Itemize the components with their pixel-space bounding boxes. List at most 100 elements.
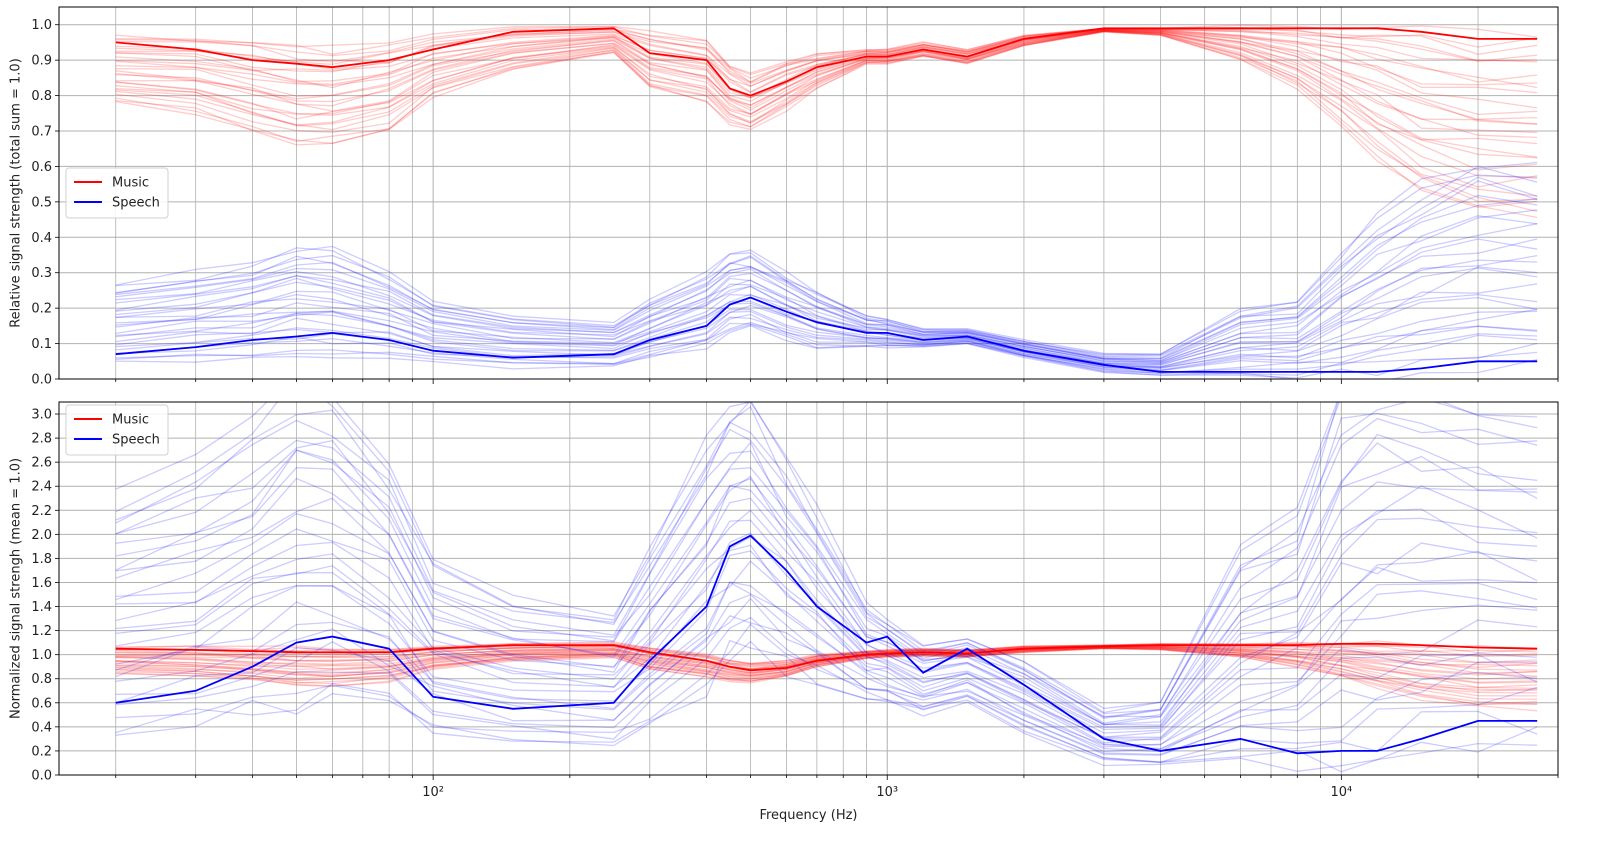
music-envelope-line: [115, 30, 1538, 188]
bottom-x-axis-label: Frequency (Hz): [759, 808, 857, 823]
y-tick-label: 2.8: [31, 432, 52, 447]
music-envelope-line: [115, 29, 1538, 120]
legend-box: [65, 167, 169, 219]
speech-envelope-line: [115, 532, 1538, 741]
speech-envelope-line: [115, 593, 1538, 753]
speech-envelope-line: [115, 484, 1538, 728]
music-legend-label: Music: [112, 413, 149, 428]
speech-legend-label: Speech: [112, 433, 160, 448]
speech-envelope-line: [115, 174, 1538, 355]
speech-envelope-line: [115, 238, 1538, 363]
speech-envelope-line: [115, 267, 1538, 366]
music-envelope-line: [115, 29, 1538, 139]
speech-envelope-line: [115, 417, 1538, 718]
y-tick-label: 0.5: [31, 195, 52, 210]
y-tick-label: 0.2: [31, 302, 52, 317]
speech-envelope-line: [115, 223, 1538, 363]
top-grid: [59, 7, 1559, 380]
speech-envelope-line: [115, 412, 1538, 719]
music-envelope-line: [115, 647, 1538, 692]
music-envelope-line: [115, 647, 1538, 700]
music-envelope-line: [115, 28, 1538, 83]
speech-legend-label: Speech: [112, 196, 160, 211]
y-tick-label: 0.6: [31, 160, 52, 175]
music-envelope-line: [115, 31, 1538, 209]
music-envelope-line: [115, 640, 1538, 664]
speech-envelope-line: [115, 161, 1538, 356]
music-envelope-line: [115, 29, 1538, 116]
y-tick-label: 1.0: [31, 648, 52, 663]
speech-envelope-line: [115, 581, 1538, 753]
music-envelope-line: [115, 647, 1538, 706]
music-envelope-line: [115, 647, 1538, 706]
speech-envelope-line: [115, 313, 1538, 374]
y-tick-label: 0.6: [31, 696, 52, 711]
music-envelope-line: [115, 647, 1538, 697]
speech-envelope-line: [115, 402, 1538, 715]
y-tick-label: 0.3: [31, 266, 52, 281]
y-tick-label: 0.4: [31, 720, 52, 735]
music-envelope-line: [115, 30, 1538, 203]
y-tick-label: 1.0: [31, 18, 52, 33]
speech-envelope-line: [115, 215, 1538, 362]
speech-envelope-line: [115, 442, 1538, 726]
bottom-ticks: 10² 10³ 10⁴ 0.0 0.2 0.4 0.6 0.8 1.0 1.2 1.4 1.6 1.8 2…: [31, 408, 1559, 800]
y-tick-label: 2.0: [31, 528, 52, 543]
music-envelope-line: [115, 30, 1538, 159]
x-tick-label: 10⁴: [1330, 785, 1352, 800]
speech-envelope-line: [115, 509, 1538, 734]
speech-envelope-line: [115, 402, 1538, 718]
speech-envelope-line: [115, 544, 1538, 744]
music-envelope-line: [115, 28, 1538, 93]
music-envelope-line: [115, 28, 1538, 87]
music-envelope-line: [115, 30, 1538, 178]
y-tick-label: 0.7: [31, 125, 52, 140]
speech-envelope-line: [115, 325, 1538, 379]
top-series-lines: [115, 27, 1538, 373]
bottom-chart-panel: 10² 10³ 10⁴ 0.0 0.2 0.4 0.6 0.8 1.0 1.2 1.4 1.6 1.8 2…: [9, 401, 1559, 823]
music-envelope-line: [115, 27, 1538, 79]
speech-envelope-line: [115, 615, 1538, 756]
music-mean-line: [115, 642, 1538, 672]
music-envelope-line: [115, 646, 1538, 689]
y-tick-label: 0.0: [31, 769, 52, 784]
bottom-series-bands: [115, 402, 1538, 773]
music-envelope-line: [115, 30, 1538, 213]
music-envelope-line: [115, 644, 1538, 670]
music-envelope-line: [115, 28, 1538, 83]
bottom-y-axis-label: Normalized signal strengh (mean = 1.0): [9, 458, 24, 719]
speech-mean-line: [115, 296, 1538, 373]
speech-envelope-line: [115, 616, 1538, 763]
music-envelope-line: [115, 647, 1538, 692]
bottom-series-lines: [115, 534, 1538, 755]
music-envelope-line: [115, 644, 1538, 667]
bottom-plot-frame: [58, 401, 1559, 776]
music-envelope-line: [115, 30, 1538, 171]
y-tick-label: 0.9: [31, 54, 52, 69]
music-envelope-line: [115, 644, 1538, 670]
music-envelope-line: [115, 31, 1538, 219]
speech-envelope-line: [115, 623, 1538, 763]
y-tick-label: 0.2: [31, 744, 52, 759]
speech-envelope-line: [115, 640, 1538, 772]
speech-envelope-line: [115, 194, 1538, 360]
music-envelope-line: [115, 28, 1538, 94]
music-envelope-line: [115, 647, 1538, 694]
music-envelope-line: [115, 646, 1538, 689]
y-tick-label: 2.6: [31, 456, 52, 471]
y-tick-label: 1.6: [31, 576, 52, 591]
speech-mean-line: [115, 534, 1538, 755]
music-envelope-line: [115, 30, 1538, 197]
y-tick-label: 1.8: [31, 552, 52, 567]
speech-envelope-line: [115, 323, 1538, 379]
speech-envelope-line: [115, 322, 1538, 373]
top-ticks: 0.0 0.1 0.2 0.3 0.4 0.5 0.6 0.7 0.8 0.9 1.0: [31, 18, 1559, 388]
music-envelope-line: [115, 29, 1538, 126]
y-tick-label: 0.8: [31, 89, 52, 104]
music-envelope-line: [115, 28, 1538, 89]
music-mean-line: [115, 27, 1538, 97]
speech-envelope-line: [115, 293, 1538, 368]
speech-envelope-line: [115, 581, 1538, 750]
y-tick-label: 0.1: [31, 337, 52, 352]
